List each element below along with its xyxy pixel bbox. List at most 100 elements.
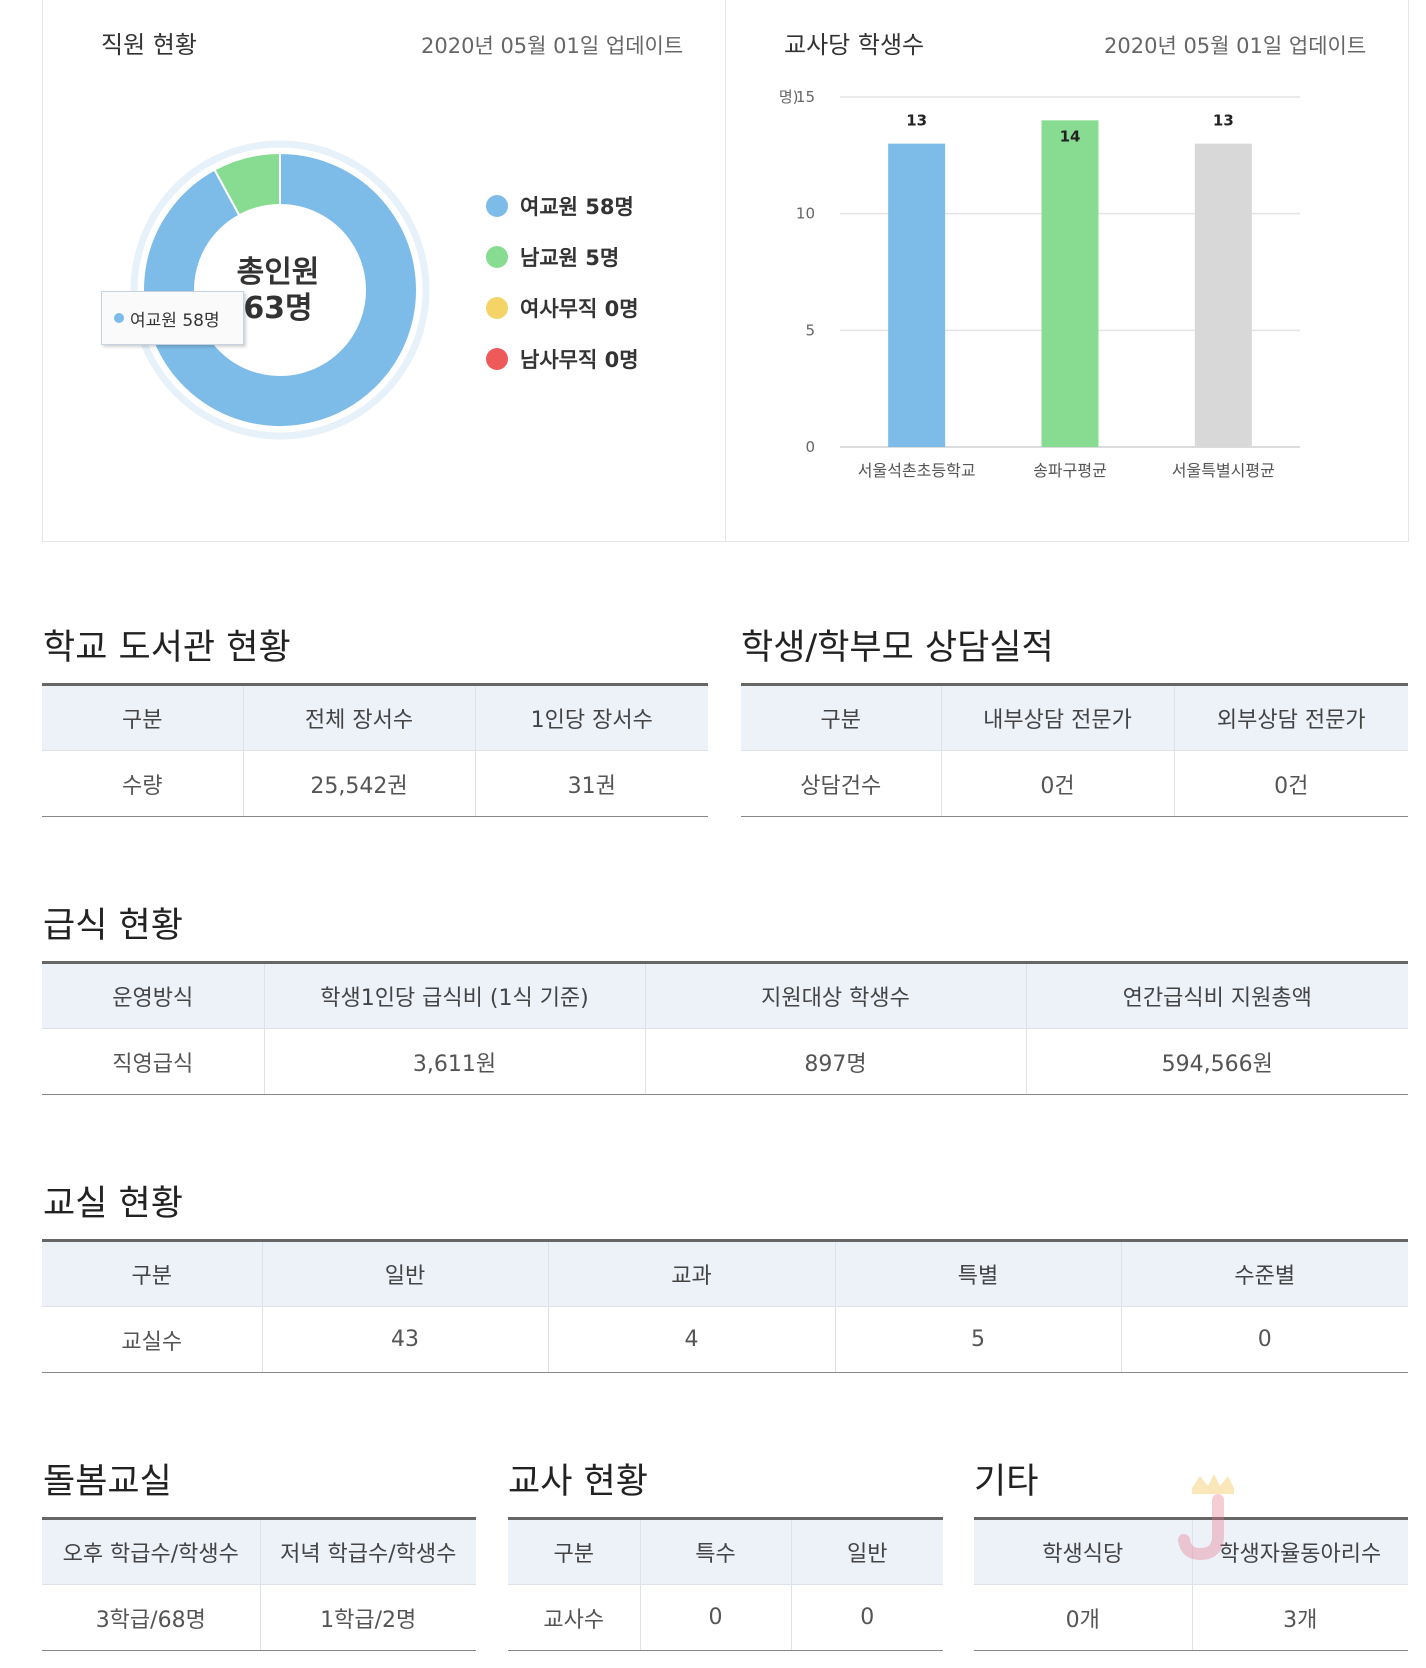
teacher-table: 구분 특수 일반 교사수 0 0	[508, 1517, 943, 1651]
etc-cell-clubs: 3개	[1191, 1584, 1408, 1651]
teacher-header-general: 일반	[790, 1518, 943, 1585]
legend-label: 남사무직 0명	[520, 348, 639, 372]
legend-item-male-staff[interactable]: 남사무직 0명	[486, 344, 639, 374]
legend-label: 여사무직 0명	[520, 297, 639, 321]
classroom-cell-level: 0	[1120, 1306, 1408, 1373]
counsel-cell-internal: 0건	[940, 750, 1174, 817]
classroom-header-special: 특별	[834, 1240, 1121, 1307]
classroom-header-general: 일반	[261, 1240, 548, 1307]
ratio-title: 교사당 학생수	[784, 31, 925, 59]
teacher-header-category: 구분	[508, 1518, 640, 1585]
teacher-cell-general: 0	[790, 1584, 943, 1651]
classroom-cell-general: 43	[261, 1306, 548, 1373]
meal-header-total: 연간급식비 지원총액	[1025, 962, 1408, 1029]
chart-tooltip: 여교원 58명	[101, 291, 244, 345]
counsel-header-category: 구분	[741, 684, 941, 751]
legend-item-female-teacher[interactable]: 여교원 58명	[486, 191, 634, 221]
teacher-header-special: 특수	[639, 1518, 791, 1585]
counsel-cell-label: 상담건수	[741, 750, 941, 817]
legend-label: 남교원 5명	[520, 246, 620, 270]
etc-cell-cafeteria: 0개	[974, 1584, 1192, 1651]
meal-header-cost: 학생1인당 급식비 (1식 기준)	[263, 962, 645, 1029]
care-cell-afternoon: 3학급/68명	[42, 1584, 260, 1651]
library-cell-label: 수량	[42, 750, 243, 817]
ratio-update-date: 2020년 05월 01일 업데이트	[1104, 34, 1367, 58]
classroom-header-category: 구분	[42, 1240, 262, 1307]
watermark-logo	[1178, 1474, 1234, 1560]
library-header-category: 구분	[42, 684, 243, 751]
table-row: 직영급식 3,611원 897명 594,566원	[42, 1028, 1408, 1095]
tooltip-text: 여교원 58명	[130, 310, 220, 331]
tooltip-dot	[114, 313, 124, 323]
classroom-cell-label: 교실수	[42, 1306, 262, 1373]
library-title: 학교 도서관 현황	[43, 628, 291, 668]
legend-item-male-teacher[interactable]: 남교원 5명	[486, 242, 619, 272]
staff-title: 직원 현황	[101, 31, 197, 59]
table-row: 상담건수 0건 0건	[741, 750, 1408, 817]
meal-header-method: 운영방식	[42, 962, 264, 1029]
legend-dot	[486, 297, 508, 319]
meal-cell-method: 직영급식	[42, 1028, 264, 1095]
classroom-header-level: 수준별	[1120, 1240, 1408, 1307]
library-header-total: 전체 장서수	[242, 684, 475, 751]
ratio-bar-chart: 0 5 10 15(명) 13 서울석촌초등학교 14 송파구평균 13 서울특별시평균	[780, 88, 1300, 480]
etc-table: 학생식당 학생자율동아리수 0개 3개	[974, 1517, 1408, 1651]
bar-value-label: 13	[1213, 112, 1234, 130]
meal-cell-total: 594,566원	[1025, 1028, 1408, 1095]
classroom-cell-subject: 4	[547, 1306, 835, 1373]
legend-dot	[486, 246, 508, 268]
etc-header-cafeteria: 학생식당	[974, 1518, 1192, 1585]
y-tick-label: 0	[805, 438, 815, 456]
classroom-table: 구분 일반 교과 특별 수준별 교실수 43 4 5 0	[42, 1239, 1408, 1373]
staff-donut-chart	[130, 140, 430, 440]
total-label: 총인원	[236, 255, 320, 290]
care-header-evening: 저녁 학급수/학생수	[259, 1518, 476, 1585]
bar-0[interactable]	[888, 143, 946, 447]
table-row: 0개 3개	[974, 1584, 1408, 1651]
meal-header-students: 지원대상 학생수	[644, 962, 1026, 1029]
classroom-header-subject: 교과	[547, 1240, 835, 1307]
etc-title: 기타	[974, 1462, 1039, 1502]
x-category-label: 서울석촌초등학교	[858, 461, 976, 480]
bar-2[interactable]	[1194, 143, 1252, 447]
donut-slice-0[interactable]	[142, 151, 418, 428]
meal-cell-cost: 3,611원	[263, 1028, 645, 1095]
meal-table: 운영방식 학생1인당 급식비 (1식 기준) 지원대상 학생수 연간급식비 지원…	[42, 961, 1408, 1095]
counsel-header-external: 외부상담 전문가	[1173, 684, 1408, 751]
meal-cell-students: 897명	[644, 1028, 1026, 1095]
teacher-cell-special: 0	[639, 1584, 791, 1651]
care-cell-evening: 1학급/2명	[259, 1584, 476, 1651]
meal-title: 급식 현황	[43, 906, 183, 946]
table-row: 3학급/68명 1학급/2명	[42, 1584, 476, 1651]
counsel-title: 학생/학부모 상담실적	[741, 628, 1054, 668]
legend-dot	[486, 195, 508, 217]
library-cell-per-person: 31권	[474, 750, 708, 817]
care-title: 돌봄교실	[43, 1462, 172, 1502]
legend-item-female-staff[interactable]: 여사무직 0명	[486, 293, 639, 323]
care-header-afternoon: 오후 학급수/학생수	[42, 1518, 260, 1585]
table-row: 수량 25,542권 31권	[42, 750, 708, 817]
y-axis-unit: (명)	[780, 88, 799, 106]
library-header-per-person: 1인당 장서수	[474, 684, 708, 751]
table-row: 교실수 43 4 5 0	[42, 1306, 1408, 1373]
bar-1[interactable]	[1041, 120, 1099, 448]
donut-slice-1[interactable]	[213, 151, 281, 217]
library-table: 구분 전체 장서수 1인당 장서수 수량 25,542권 31권	[42, 683, 708, 817]
teacher-title: 교사 현황	[508, 1462, 648, 1502]
table-row: 교사수 0 0	[508, 1584, 943, 1651]
classroom-cell-special: 5	[834, 1306, 1121, 1373]
y-tick-label: 5	[805, 321, 815, 339]
care-table: 오후 학급수/학생수 저녁 학급수/학생수 3학급/68명 1학급/2명	[42, 1517, 476, 1651]
y-tick-label: 10	[796, 205, 815, 223]
etc-header-clubs: 학생자율동아리수	[1191, 1518, 1408, 1585]
y-tick-label: 15	[796, 88, 815, 106]
donut-outer-ring	[130, 140, 430, 440]
teacher-cell-label: 교사수	[508, 1584, 640, 1651]
x-category-label: 송파구평균	[1033, 461, 1107, 480]
bar-value-label: 13	[906, 112, 927, 130]
x-category-label: 서울특별시평균	[1172, 461, 1275, 480]
legend-dot	[486, 348, 508, 370]
classroom-title: 교실 현황	[43, 1184, 183, 1224]
counsel-cell-external: 0건	[1173, 750, 1408, 817]
staff-update-date: 2020년 05월 01일 업데이트	[421, 34, 684, 58]
